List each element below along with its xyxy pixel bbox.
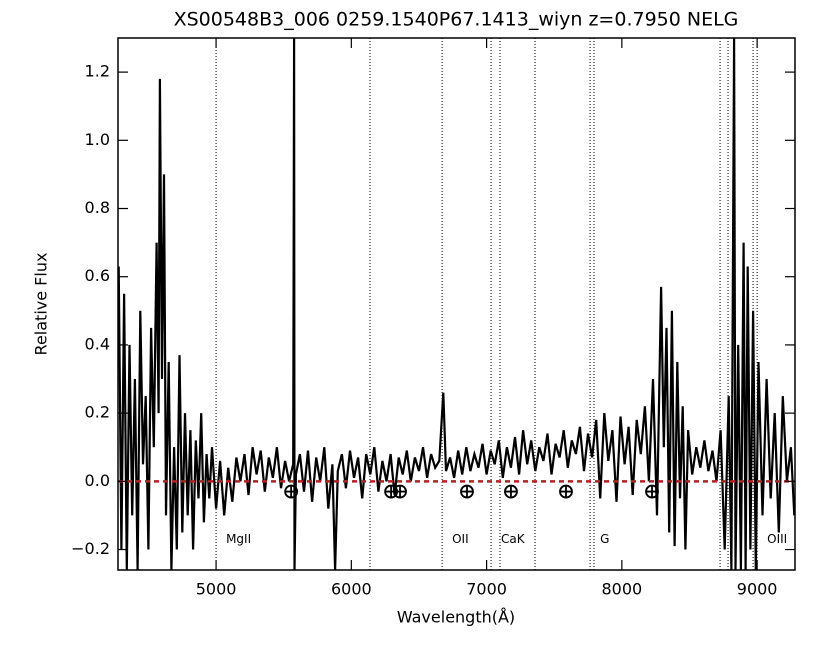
telluric-plus — [559, 485, 572, 498]
y-tick-label: 1.2 — [85, 62, 110, 81]
x-tick-label: 5000 — [196, 580, 237, 599]
x-axis-label: Wavelength(Å) — [397, 608, 515, 627]
feature-label: OIII — [767, 532, 787, 546]
telluric-marker — [504, 484, 518, 499]
telluric-marker — [645, 484, 659, 499]
telluric-plus — [646, 485, 659, 498]
telluric-marker — [284, 484, 299, 499]
telluric-marker — [460, 484, 474, 499]
telluric-plus — [504, 485, 517, 498]
feature-label: OII — [452, 532, 469, 546]
y-tick-label: 0.4 — [85, 334, 110, 353]
y-tick-label: 0.8 — [85, 198, 110, 217]
plot-frame — [117, 37, 796, 571]
y-tick-label: −0.2 — [71, 539, 110, 558]
x-tick-label: 8000 — [602, 580, 643, 599]
y-tick-label: 1.0 — [85, 130, 110, 149]
chart-title: XS00548B3_006 0259.1540P67.1413_wiyn z=0… — [174, 9, 739, 31]
feature-label: MgII — [226, 532, 251, 546]
feature-label: G — [600, 532, 609, 546]
telluric-marker — [559, 484, 573, 499]
telluric-marker — [393, 484, 407, 499]
y-axis-label: Relative Flux — [32, 253, 51, 356]
x-tick-label: 9000 — [737, 580, 778, 599]
x-tick-label: 6000 — [331, 580, 372, 599]
feature-label: CaK — [501, 532, 526, 546]
telluric-plus — [285, 485, 298, 498]
y-tick-label: 0.0 — [85, 471, 110, 490]
y-tick-label: 0.6 — [85, 266, 110, 285]
telluric-plus — [460, 485, 473, 498]
x-tick-label: 7000 — [466, 580, 507, 599]
y-tick-label: 0.2 — [85, 403, 110, 422]
telluric-plus — [394, 485, 407, 498]
spectrum-line — [118, 38, 795, 570]
